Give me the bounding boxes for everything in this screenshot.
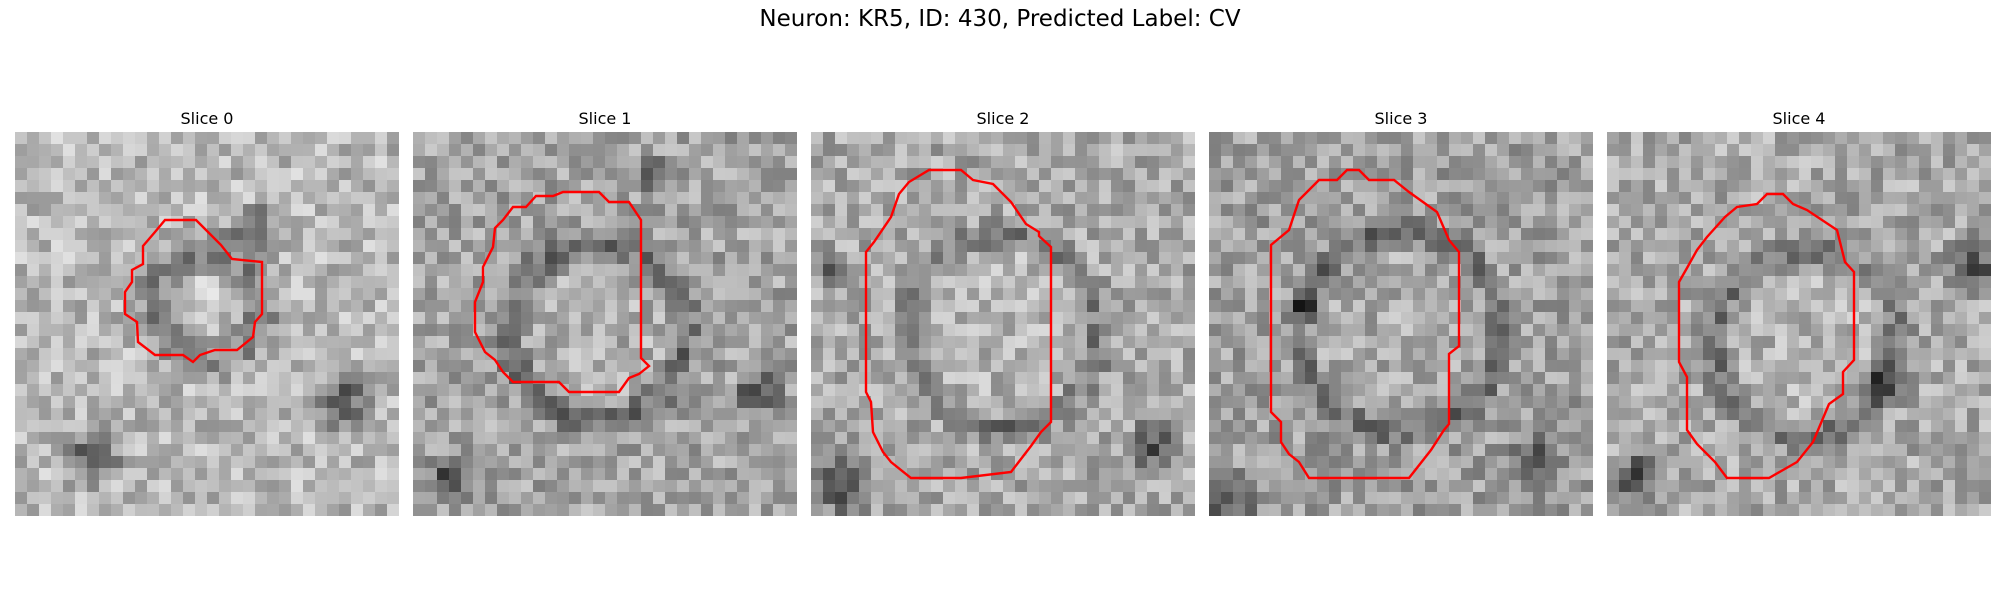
roi-contour-2: [864, 168, 1053, 480]
slice-panel-1: Slice 1: [413, 108, 797, 516]
grayscale-pixels-0: [15, 132, 399, 516]
roi-contour-3: [1269, 168, 1461, 480]
roi-contour-1: [473, 190, 651, 394]
slice-panel-0: Slice 0: [15, 108, 399, 516]
slice-image-0: [15, 132, 399, 516]
slice-panel-3: Slice 3: [1209, 108, 1593, 516]
roi-contour-0: [123, 218, 264, 364]
grayscale-pixels-1: [413, 132, 797, 516]
slice-image-1: [413, 132, 797, 516]
slice-title-4: Slice 4: [1772, 109, 1826, 128]
slice-title-0: Slice 0: [180, 109, 234, 128]
grayscale-pixels-4: [1607, 132, 1991, 516]
slice-panel-2: Slice 2: [811, 108, 1195, 516]
grayscale-pixels-2: [811, 132, 1195, 516]
slice-title-3: Slice 3: [1374, 109, 1428, 128]
slice-image-2: [811, 132, 1195, 516]
slice-title-2: Slice 2: [976, 109, 1030, 128]
grayscale-pixels-3: [1209, 132, 1593, 516]
slice-image-4: [1607, 132, 1991, 516]
figure-title: Neuron: KR5, ID: 430, Predicted Label: C…: [759, 6, 1241, 32]
slice-panel-4: Slice 4: [1607, 108, 1991, 516]
roi-contour-4: [1677, 192, 1856, 480]
slice-title-1: Slice 1: [578, 109, 632, 128]
slice-image-3: [1209, 132, 1593, 516]
